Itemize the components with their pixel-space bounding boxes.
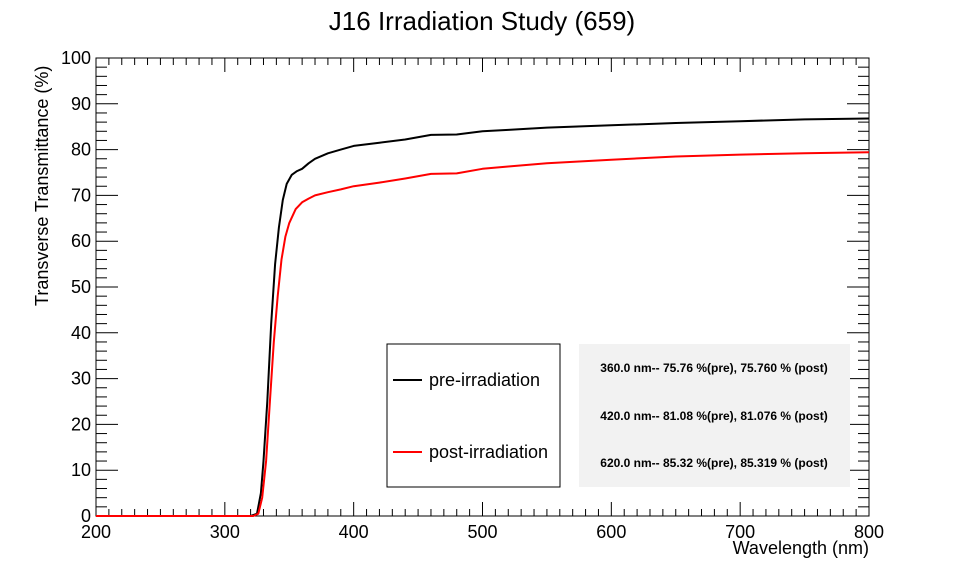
y-tick-label: 40 — [71, 323, 91, 343]
chart-title: J16 Irradiation Study (659) — [329, 6, 635, 36]
legend-label-pre-irradiation: pre-irradiation — [429, 370, 540, 390]
x-tick-label: 600 — [596, 522, 626, 542]
y-tick-label: 0 — [81, 506, 91, 526]
y-tick-label: 50 — [71, 277, 91, 297]
legend-box — [386, 343, 561, 488]
series-line-pre-irradiation — [96, 117, 870, 517]
y-tick-labels: 0 10 20 30 40 50 60 70 80 90 100 — [61, 48, 91, 526]
x-tick-label: 500 — [467, 522, 497, 542]
y-axis-title: Transverse Transmittance (%) — [32, 66, 52, 306]
series-line-post-irradiation — [96, 151, 870, 517]
x-tick-label: 800 — [854, 522, 884, 542]
y-tick-label: 80 — [71, 140, 91, 160]
annotation-620nm: 620.0 nm-- 85.32 %(pre), 85.319 % (post) — [600, 456, 827, 470]
legend: pre-irradiation post-irradiation — [386, 343, 561, 488]
y-tick-label: 60 — [71, 231, 91, 251]
stats-box: 360.0 nm-- 75.76 %(pre), 75.760 % (post)… — [579, 344, 850, 487]
x-tick-label: 700 — [725, 522, 755, 542]
y-tick-label: 100 — [61, 48, 91, 68]
y-tick-label: 30 — [71, 369, 91, 389]
series-layer — [96, 117, 870, 517]
annotation-360nm: 360.0 nm-- 75.76 %(pre), 75.760 % (post) — [600, 361, 827, 375]
axis-ticks — [95, 57, 870, 517]
x-tick-labels: 200 300 400 500 600 700 800 — [81, 522, 884, 542]
x-tick-label: 300 — [210, 522, 240, 542]
y-tick-label: 20 — [71, 414, 91, 434]
stats-box-background — [579, 344, 850, 487]
y-tick-label: 70 — [71, 185, 91, 205]
y-tick-label: 10 — [71, 460, 91, 480]
y-tick-label: 90 — [71, 94, 91, 114]
x-axis-title: Wavelength (nm) — [733, 538, 869, 558]
legend-label-post-irradiation: post-irradiation — [429, 442, 548, 462]
x-tick-label: 200 — [81, 522, 111, 542]
annotation-420nm: 420.0 nm-- 81.08 %(pre), 81.076 % (post) — [600, 409, 827, 423]
x-tick-label: 400 — [339, 522, 369, 542]
